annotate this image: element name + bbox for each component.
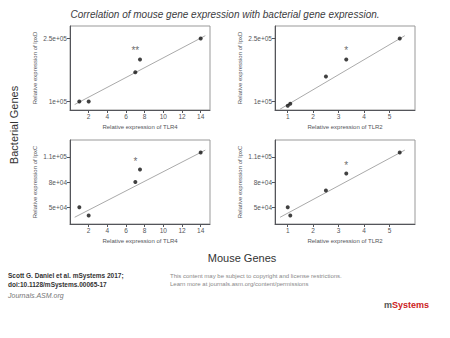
svg-text:1e+05: 1e+05 bbox=[254, 98, 273, 105]
svg-text:Systems: Systems bbox=[392, 300, 429, 310]
svg-text:3: 3 bbox=[337, 113, 341, 120]
svg-text:Relative expression of TLR2: Relative expression of TLR2 bbox=[307, 238, 383, 244]
svg-text:*: * bbox=[133, 156, 137, 167]
svg-text:Bacterial Genes: Bacterial Genes bbox=[8, 85, 20, 164]
svg-text:1: 1 bbox=[286, 227, 290, 234]
svg-text:Journals.ASM.org: Journals.ASM.org bbox=[7, 292, 64, 300]
svg-text:Relative expression of TLR2: Relative expression of TLR2 bbox=[307, 124, 383, 130]
svg-text:doi:10.1128/mSystems.00065-17: doi:10.1128/mSystems.00065-17 bbox=[8, 281, 107, 289]
svg-text:14: 14 bbox=[197, 113, 205, 120]
svg-text:m: m bbox=[384, 300, 392, 310]
svg-text:Relative expression of TLR4: Relative expression of TLR4 bbox=[102, 124, 178, 130]
svg-text:6: 6 bbox=[124, 227, 128, 234]
svg-text:2: 2 bbox=[87, 113, 91, 120]
svg-text:2: 2 bbox=[311, 227, 315, 234]
svg-text:2.5e+05: 2.5e+05 bbox=[248, 35, 272, 42]
svg-text:*: * bbox=[344, 45, 348, 56]
svg-text:5: 5 bbox=[388, 113, 392, 120]
svg-text:3: 3 bbox=[337, 227, 341, 234]
svg-text:Relative expression of TLR4: Relative expression of TLR4 bbox=[102, 238, 178, 244]
svg-text:Correlation of mouse gene expr: Correlation of mouse gene expression wit… bbox=[70, 9, 379, 20]
svg-text:2: 2 bbox=[87, 227, 91, 234]
svg-text:Scott G. Daniel et al. mSystem: Scott G. Daniel et al. mSystems 2017; bbox=[8, 272, 124, 280]
svg-text:5: 5 bbox=[388, 227, 392, 234]
svg-text:5e+04: 5e+04 bbox=[254, 204, 273, 211]
svg-text:4: 4 bbox=[106, 227, 110, 234]
svg-text:Relative expression of lpxC: Relative expression of lpxC bbox=[237, 145, 243, 218]
svg-text:2.5e+05: 2.5e+05 bbox=[43, 35, 67, 42]
svg-text:6: 6 bbox=[124, 113, 128, 120]
svg-text:8e+04: 8e+04 bbox=[49, 179, 68, 186]
svg-text:Relative expression of lpxD: Relative expression of lpxD bbox=[32, 31, 38, 104]
svg-text:This content may be subject to: This content may be subject to copyright… bbox=[170, 273, 342, 279]
svg-text:1: 1 bbox=[286, 113, 290, 120]
svg-text:4: 4 bbox=[362, 227, 366, 234]
svg-text:Mouse Genes: Mouse Genes bbox=[208, 252, 277, 264]
svg-text:*: * bbox=[344, 160, 348, 171]
svg-text:5e+04: 5e+04 bbox=[49, 204, 68, 211]
svg-text:4: 4 bbox=[362, 113, 366, 120]
svg-text:1.1e+05: 1.1e+05 bbox=[43, 153, 67, 160]
svg-text:8: 8 bbox=[143, 227, 147, 234]
svg-text:8e+04: 8e+04 bbox=[254, 179, 273, 186]
svg-text:1.1e+05: 1.1e+05 bbox=[248, 153, 272, 160]
svg-text:1e+05: 1e+05 bbox=[49, 98, 68, 105]
svg-text:12: 12 bbox=[178, 227, 186, 234]
svg-text:Learn more at journals.asm.org: Learn more at journals.asm.org/content/p… bbox=[170, 281, 308, 287]
svg-text:8: 8 bbox=[143, 113, 147, 120]
svg-text:10: 10 bbox=[160, 113, 168, 120]
svg-text:12: 12 bbox=[178, 113, 186, 120]
svg-text:14: 14 bbox=[197, 227, 205, 234]
svg-text:Relative expression of lpxD: Relative expression of lpxD bbox=[237, 31, 243, 104]
svg-text:2: 2 bbox=[311, 113, 315, 120]
svg-text:4: 4 bbox=[106, 113, 110, 120]
svg-text:10: 10 bbox=[160, 227, 168, 234]
svg-text:**: ** bbox=[131, 45, 139, 56]
svg-text:Relative expression of lpxC: Relative expression of lpxC bbox=[32, 145, 38, 218]
